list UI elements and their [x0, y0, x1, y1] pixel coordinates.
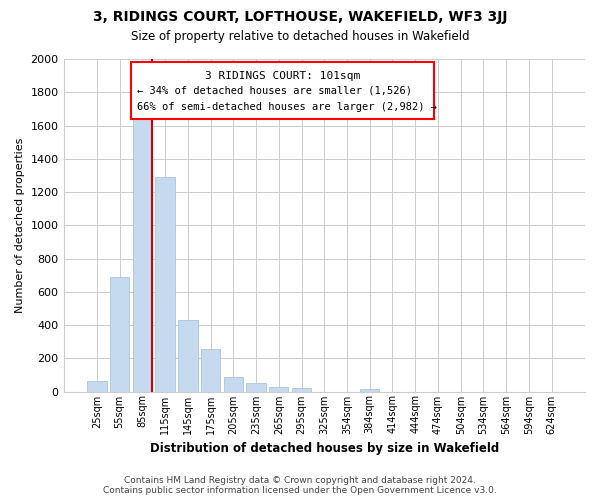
Bar: [224, 376, 243, 392]
Text: 3 RIDINGS COURT: 101sqm: 3 RIDINGS COURT: 101sqm: [205, 70, 360, 81]
Text: ← 34% of detached houses are smaller (1,526): ← 34% of detached houses are smaller (1,…: [137, 86, 412, 96]
Bar: [360, 389, 379, 392]
Bar: [155, 177, 175, 392]
Bar: [133, 119, 152, 392]
Bar: [247, 383, 266, 392]
Text: 66% of semi-detached houses are larger (2,982) →: 66% of semi-detached houses are larger (…: [137, 102, 437, 112]
Bar: [201, 349, 220, 392]
Y-axis label: Number of detached properties: Number of detached properties: [15, 138, 25, 313]
Bar: [110, 277, 130, 392]
Bar: [178, 320, 197, 392]
Bar: [292, 388, 311, 392]
Text: Size of property relative to detached houses in Wakefield: Size of property relative to detached ho…: [131, 30, 469, 43]
Bar: [87, 380, 107, 392]
Bar: [269, 386, 289, 392]
FancyBboxPatch shape: [131, 62, 434, 119]
Text: 3, RIDINGS COURT, LOFTHOUSE, WAKEFIELD, WF3 3JJ: 3, RIDINGS COURT, LOFTHOUSE, WAKEFIELD, …: [93, 10, 507, 24]
X-axis label: Distribution of detached houses by size in Wakefield: Distribution of detached houses by size …: [149, 442, 499, 455]
Text: Contains HM Land Registry data © Crown copyright and database right 2024.
Contai: Contains HM Land Registry data © Crown c…: [103, 476, 497, 495]
